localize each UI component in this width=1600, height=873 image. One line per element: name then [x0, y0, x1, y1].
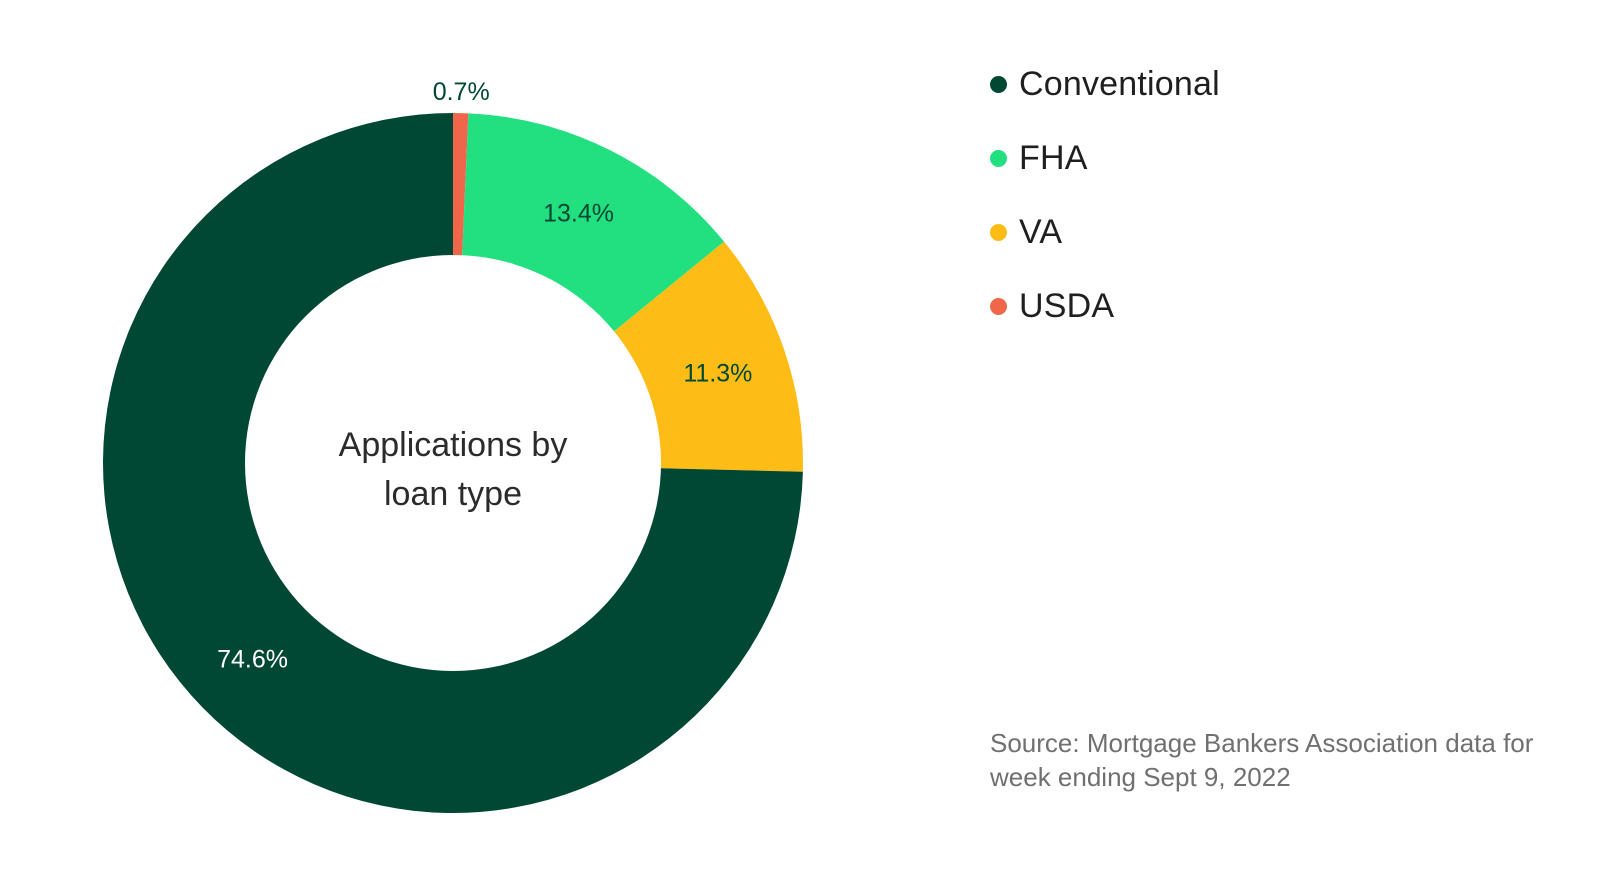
donut-hole: [245, 255, 661, 671]
legend-item-va: VA: [990, 208, 1220, 256]
legend-item-fha: FHA: [990, 134, 1220, 182]
data-label-conventional: 74.6%: [217, 645, 288, 673]
legend-label-usda: USDA: [1019, 286, 1115, 325]
legend-item-usda: USDA: [990, 282, 1220, 330]
slice-labels: 0.7% 13.4% 11.3% 74.6%: [217, 78, 752, 673]
data-label-usda: 0.7%: [433, 78, 490, 106]
data-label-fha: 13.4%: [543, 200, 614, 228]
legend-label-va: VA: [1019, 212, 1063, 251]
source-note: Source: Mortgage Bankers Association dat…: [990, 728, 1534, 792]
legend: Conventional FHA VA USDA: [990, 60, 1220, 356]
legend-item-conventional: Conventional: [990, 60, 1220, 108]
chart-title-line-2: loan type: [384, 475, 522, 513]
legend-label-fha: FHA: [1019, 138, 1088, 177]
legend-label-conventional: Conventional: [1019, 64, 1220, 103]
legend-swatch-usda: [990, 297, 1007, 315]
data-label-va: 11.3%: [683, 359, 752, 387]
legend-swatch-fha: [990, 149, 1007, 167]
legend-swatch-va: [990, 223, 1007, 241]
legend-swatch-conventional: [990, 75, 1007, 93]
chart-title-line-1: Applications by: [339, 426, 568, 464]
